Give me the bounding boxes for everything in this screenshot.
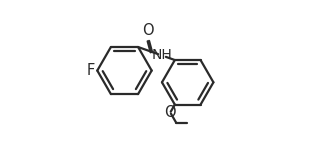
Text: O: O [143, 23, 154, 38]
Text: F: F [86, 63, 95, 78]
Text: O: O [164, 105, 176, 120]
Text: NH: NH [152, 49, 172, 62]
